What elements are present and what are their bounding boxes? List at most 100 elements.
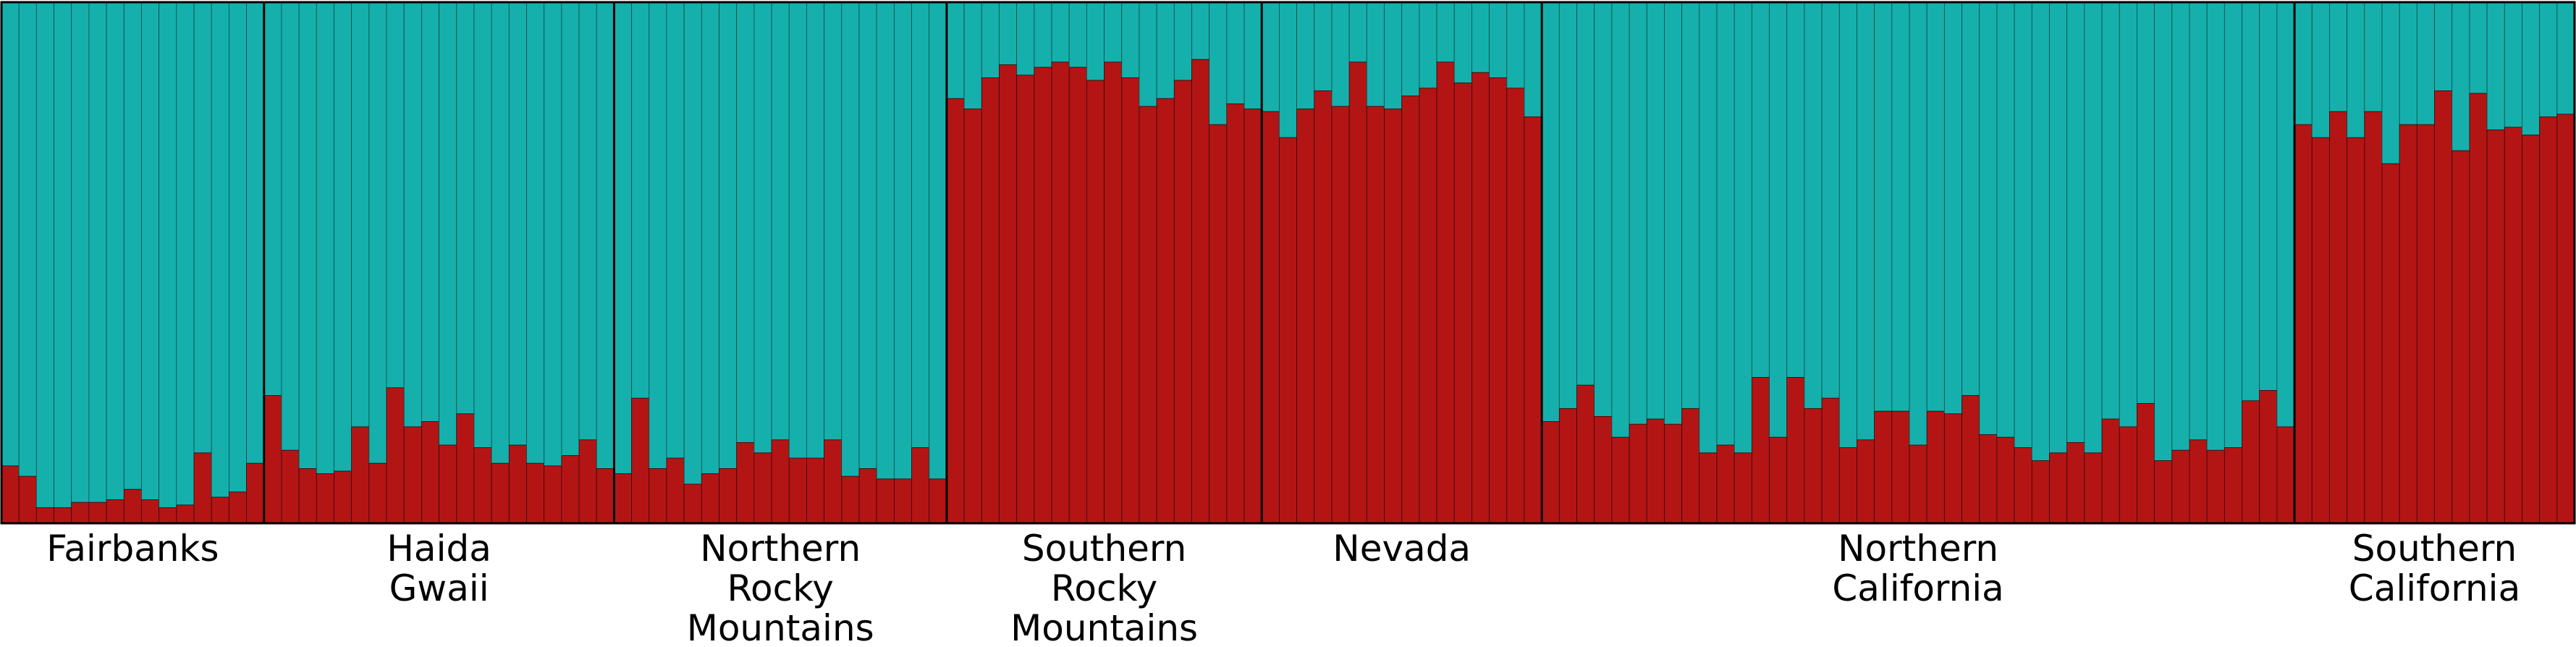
group-label-1-line0: Haida — [387, 528, 491, 570]
bar-cluster1-g1-i12 — [473, 447, 492, 524]
bar-cluster1-g4-i2 — [1296, 109, 1315, 524]
group-labels: Fairbanks HaidaGwaiiNorthernRockyMountain… — [46, 528, 2520, 647]
bar-cluster1-g2-i13 — [841, 475, 860, 524]
bar-cluster1-g2-i1 — [631, 397, 650, 524]
bar-cluster2-g2-i15 — [876, 1, 895, 480]
bar-cluster2-g5-i16 — [1821, 1, 1840, 399]
bar-cluster2-g5-i11 — [1733, 1, 1752, 454]
bar-cluster1-g1-i13 — [491, 462, 510, 524]
bar-cluster2-g1-i1 — [281, 1, 300, 451]
bar-cluster1-g2-i7 — [736, 442, 755, 524]
bar-cluster2-g2-i10 — [788, 1, 807, 459]
bar-cluster2-g2-i16 — [893, 1, 912, 480]
bar-cluster2-g4-i7 — [1384, 1, 1403, 110]
bar-cluster1-g2-i18 — [929, 478, 947, 524]
bar-cluster1-g5-i28 — [2031, 460, 2050, 524]
bar-cluster1-g1-i8 — [403, 426, 422, 524]
bar-cluster1-g5-i2 — [1576, 384, 1595, 524]
bar-cluster1-g1-i9 — [421, 421, 439, 524]
bar-cluster1-g2-i12 — [824, 439, 843, 524]
bar-cluster2-g1-i10 — [439, 1, 457, 446]
bar-cluster2-g3-i2 — [981, 1, 1000, 78]
bar-cluster2-g4-i3 — [1314, 1, 1333, 91]
bar-cluster1-g3-i4 — [1016, 75, 1035, 524]
bar-cluster2-g5-i25 — [1979, 1, 1998, 435]
bar-cluster1-g5-i35 — [2154, 460, 2173, 524]
group-label-2-line0: Northern — [700, 528, 861, 570]
bar-cluster1-g0-i6 — [106, 499, 124, 524]
bar-cluster1-g5-i34 — [2137, 403, 2155, 524]
bar-cluster1-g5-i4 — [1611, 436, 1630, 524]
bar-cluster2-g0-i8 — [141, 1, 160, 500]
bar-cluster2-g5-i14 — [1786, 1, 1805, 378]
bar-cluster2-g5-i4 — [1611, 1, 1630, 438]
bar-cluster1-g3-i2 — [981, 77, 1000, 524]
bar-cluster2-g0-i14 — [246, 1, 265, 464]
bar-cluster2-g4-i9 — [1419, 1, 1437, 89]
bar-cluster1-g5-i25 — [1979, 434, 1998, 524]
bar-cluster2-g3-i16 — [1226, 1, 1245, 104]
bar-cluster1-g1-i10 — [439, 444, 457, 524]
bar-cluster1-g6-i12 — [2504, 127, 2522, 524]
bar-cluster2-g1-i5 — [351, 1, 370, 428]
bar-cluster1-g5-i18 — [1857, 439, 1875, 524]
bar-cluster2-g6-i2 — [2329, 1, 2348, 112]
bar-cluster1-g5-i39 — [2224, 447, 2242, 524]
bar-cluster2-g5-i9 — [1699, 1, 1718, 454]
bar-cluster2-g1-i3 — [316, 1, 334, 474]
bar-cluster2-g3-i13 — [1173, 1, 1192, 81]
bar-cluster1-g5-i30 — [2066, 442, 2085, 524]
bar-cluster2-g4-i1 — [1279, 1, 1297, 138]
bar-cluster2-g1-i13 — [491, 1, 510, 464]
bar-cluster1-g6-i13 — [2522, 135, 2541, 524]
bar-cluster1-g2-i4 — [683, 483, 702, 524]
bar-cluster2-g2-i6 — [719, 1, 738, 469]
bar-cluster1-g6-i2 — [2329, 111, 2348, 524]
bar-cluster2-g6-i8 — [2434, 1, 2453, 91]
bar-cluster2-g4-i0 — [1261, 1, 1280, 112]
bar-cluster2-g5-i6 — [1646, 1, 1665, 420]
bar-cluster2-g1-i14 — [508, 1, 527, 446]
bar-cluster2-g5-i24 — [1961, 1, 1980, 396]
bar-cluster1-g0-i7 — [123, 489, 142, 524]
bar-cluster2-g1-i6 — [368, 1, 387, 464]
bar-cluster1-g4-i14 — [1506, 88, 1525, 524]
bar-cluster2-g5-i39 — [2224, 1, 2242, 448]
bar-cluster2-g3-i8 — [1086, 1, 1105, 81]
bar-cluster2-g1-i11 — [456, 1, 475, 415]
bar-cluster1-g1-i2 — [298, 468, 317, 524]
group-label-6-line0: Southern — [2352, 528, 2517, 570]
bar-cluster2-g6-i7 — [2416, 1, 2435, 125]
bar-cluster1-g4-i8 — [1401, 96, 1420, 524]
bar-cluster2-g4-i2 — [1296, 1, 1315, 110]
bar-cluster2-g5-i38 — [2206, 1, 2225, 451]
bar-cluster2-g1-i19 — [596, 1, 615, 469]
bar-cluster2-g1-i18 — [578, 1, 597, 441]
bar-cluster2-g0-i0 — [1, 1, 20, 467]
bar-cluster1-g6-i0 — [2294, 124, 2313, 524]
bar-cluster2-g3-i14 — [1191, 1, 1210, 60]
bar-cluster2-g6-i5 — [2381, 1, 2400, 164]
bar-cluster1-g6-i14 — [2539, 116, 2558, 524]
bar-cluster2-g5-i28 — [2031, 1, 2050, 461]
bar-cluster2-g5-i36 — [2171, 1, 2190, 451]
bar-cluster1-g5-i38 — [2206, 449, 2225, 524]
bar-cluster2-g4-i12 — [1471, 1, 1490, 73]
bar-cluster2-g3-i17 — [1243, 1, 1262, 110]
bar-cluster2-g3-i4 — [1016, 1, 1035, 76]
bar-cluster2-g1-i12 — [473, 1, 492, 448]
bar-cluster1-g5-i15 — [1804, 408, 1823, 524]
bar-cluster2-g5-i27 — [2014, 1, 2032, 448]
bar-cluster2-g2-i2 — [649, 1, 667, 469]
bar-cluster1-g5-i42 — [2276, 426, 2295, 524]
bar-cluster1-g6-i4 — [2364, 111, 2383, 524]
bar-cluster1-g5-i20 — [1891, 410, 1910, 524]
bar-cluster2-g5-i26 — [1996, 1, 2015, 438]
bar-cluster2-g6-i10 — [2469, 1, 2488, 94]
bar-cluster1-g2-i5 — [701, 473, 719, 524]
bar-cluster2-g6-i6 — [2399, 1, 2417, 125]
bar-cluster1-g1-i6 — [368, 462, 387, 524]
group-label-0-line0: Fairbanks — [46, 528, 219, 570]
bar-cluster1-g5-i8 — [1681, 408, 1700, 524]
bar-cluster2-g2-i9 — [771, 1, 790, 441]
